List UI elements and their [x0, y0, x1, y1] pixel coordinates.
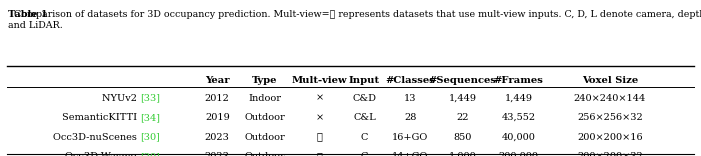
Text: Comparison of datasets for 3D occupancy prediction. Mult-view=✓ represents datas: Comparison of datasets for 3D occupancy …	[8, 10, 701, 29]
Text: 13: 13	[404, 94, 416, 103]
Text: SemanticKITTI: SemanticKITTI	[62, 113, 139, 122]
Text: Input: Input	[349, 76, 380, 85]
Text: Table 1: Table 1	[8, 10, 48, 19]
Text: 200×200×32: 200×200×32	[577, 152, 643, 156]
Text: Year: Year	[205, 76, 230, 85]
Text: 43,552: 43,552	[502, 113, 536, 122]
Text: 40,000: 40,000	[502, 133, 536, 142]
Text: #Sequences: #Sequences	[428, 76, 497, 85]
Text: ✓: ✓	[317, 133, 322, 142]
Text: Mult-view: Mult-view	[292, 76, 348, 85]
Text: 2019: 2019	[205, 113, 230, 122]
Text: [30]: [30]	[140, 152, 160, 156]
Text: ×: ×	[315, 94, 324, 103]
Text: C: C	[361, 133, 368, 142]
Text: 200×200×16: 200×200×16	[577, 133, 643, 142]
Text: [34]: [34]	[139, 113, 160, 122]
Text: C&D: C&D	[353, 94, 376, 103]
Text: ×: ×	[315, 113, 324, 122]
Text: 14+GO: 14+GO	[392, 152, 428, 156]
Text: 850: 850	[454, 133, 472, 142]
Text: Voxel Size: Voxel Size	[582, 76, 638, 85]
Text: #Frames: #Frames	[494, 76, 544, 85]
Text: Indoor: Indoor	[248, 94, 282, 103]
Text: 22: 22	[456, 113, 469, 122]
Text: 1,000: 1,000	[449, 152, 477, 156]
Text: 200,000: 200,000	[498, 152, 539, 156]
Text: Outdoor: Outdoor	[245, 113, 285, 122]
Text: Outdoor: Outdoor	[245, 152, 285, 156]
Text: 2023: 2023	[205, 133, 230, 142]
Text: 256×256×32: 256×256×32	[577, 113, 643, 122]
Text: [30]: [30]	[140, 133, 160, 142]
Text: 1,449: 1,449	[505, 94, 533, 103]
Text: Occ3D-nuScenes: Occ3D-nuScenes	[53, 133, 140, 142]
Text: 240×240×144: 240×240×144	[573, 94, 646, 103]
Text: 28: 28	[404, 113, 416, 122]
Text: NYUv2: NYUv2	[102, 94, 139, 103]
Text: C&L: C&L	[353, 113, 376, 122]
Text: 16+GO: 16+GO	[392, 133, 428, 142]
Text: 2012: 2012	[205, 94, 230, 103]
Text: 1,449: 1,449	[449, 94, 477, 103]
Text: ✓: ✓	[317, 152, 322, 156]
Text: Outdoor: Outdoor	[245, 133, 285, 142]
Text: [33]: [33]	[139, 94, 160, 103]
Text: Occ3D-Waymo: Occ3D-Waymo	[65, 152, 140, 156]
Text: #Classes: #Classes	[385, 76, 435, 85]
Text: C: C	[361, 152, 368, 156]
Text: 2023: 2023	[205, 152, 230, 156]
Text: Type: Type	[252, 76, 278, 85]
